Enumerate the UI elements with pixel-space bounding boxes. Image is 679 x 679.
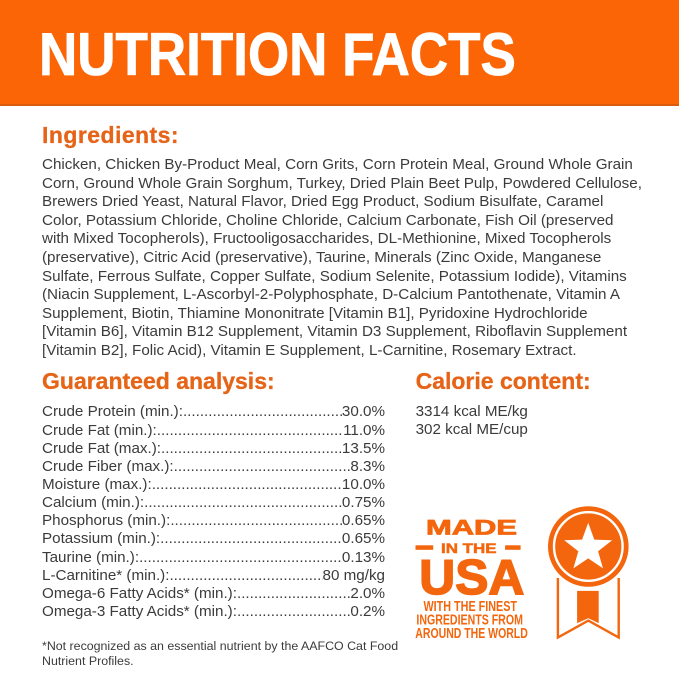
svg-text:MADE: MADE (426, 514, 517, 539)
svg-text:INGREDIENTS FROM: INGREDIENTS FROM (416, 612, 522, 629)
svg-text:AROUND THE WORLD: AROUND THE WORLD (415, 625, 528, 642)
svg-text:IN THE: IN THE (441, 540, 497, 556)
svg-text:USA: USA (419, 550, 524, 605)
svg-text:WITH THE FINEST: WITH THE FINEST (424, 598, 518, 615)
